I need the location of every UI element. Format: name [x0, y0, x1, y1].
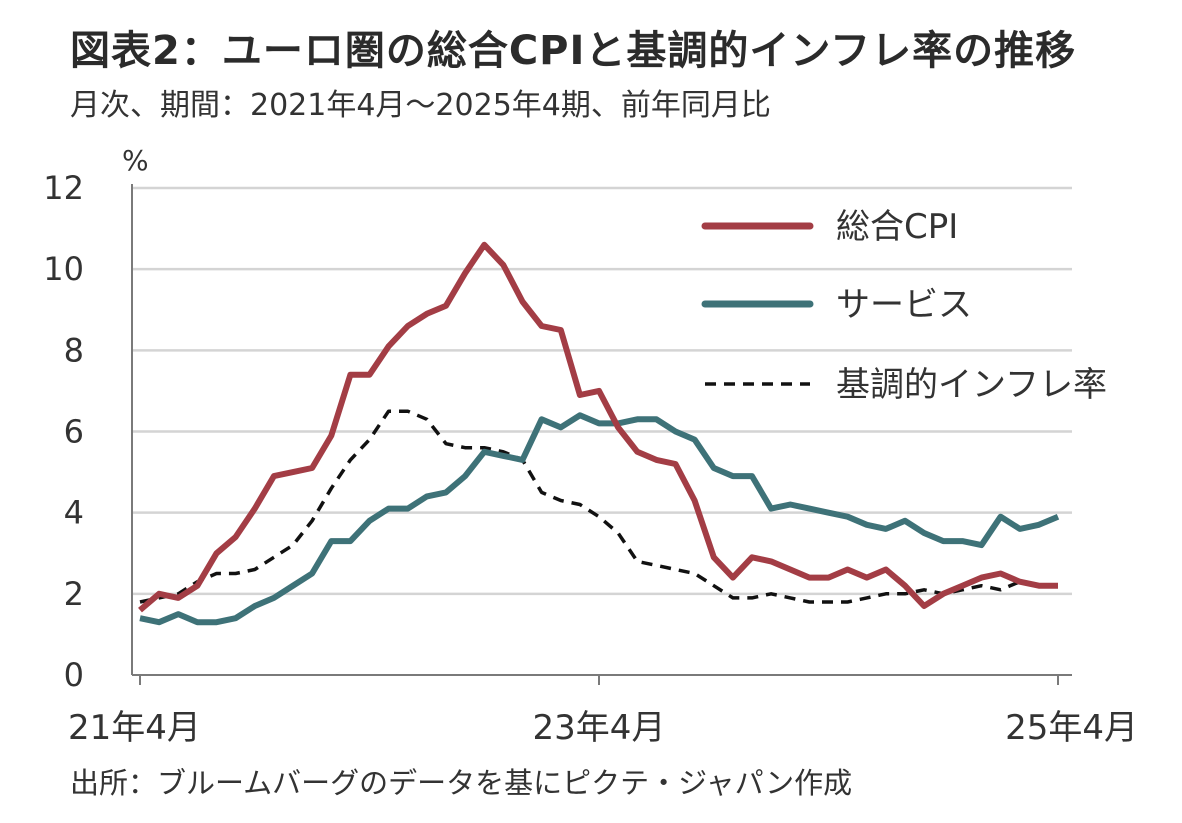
y-tick-label: 6: [64, 413, 84, 451]
x-axis-ticks: 21年4月 23年4月 25年4月: [68, 675, 1138, 748]
y-axis-ticks: 0 2 4 6 8 10 12: [43, 169, 84, 694]
x-tick-label: 25年4月: [1005, 708, 1138, 748]
series-line-1: [139, 412, 1060, 626]
y-tick-label: 2: [64, 575, 84, 613]
source-note: 出所：ブルームバーグのデータを基にピクテ・ジャパン作成: [70, 766, 853, 800]
x-tick-label: 21年4月: [68, 708, 201, 748]
series-line-2: [139, 409, 1058, 604]
series-line-0: [138, 241, 1058, 613]
y-axis-unit: %: [122, 144, 149, 177]
legend-label: サービス: [836, 285, 972, 325]
gridlines: [131, 184, 1072, 676]
series-lines: [138, 241, 1060, 626]
x-tick-label: 23年4月: [533, 708, 666, 748]
y-tick-label: 12: [43, 169, 84, 207]
y-tick-label: 0: [64, 656, 84, 694]
chart-title: 図表2：ユーロ圏の総合CPIと基調的インフレ率の推移: [70, 28, 1077, 74]
y-tick-label: 10: [43, 250, 84, 288]
y-tick-label: 4: [64, 494, 84, 532]
legend-label: 基調的インフレ率: [836, 365, 1107, 405]
chart-subtitle: 月次、期間：2021年4月〜2025年4期、前年同月比: [70, 88, 771, 123]
legend-label: 総合CPI: [836, 207, 958, 247]
y-tick-label: 8: [64, 331, 84, 369]
